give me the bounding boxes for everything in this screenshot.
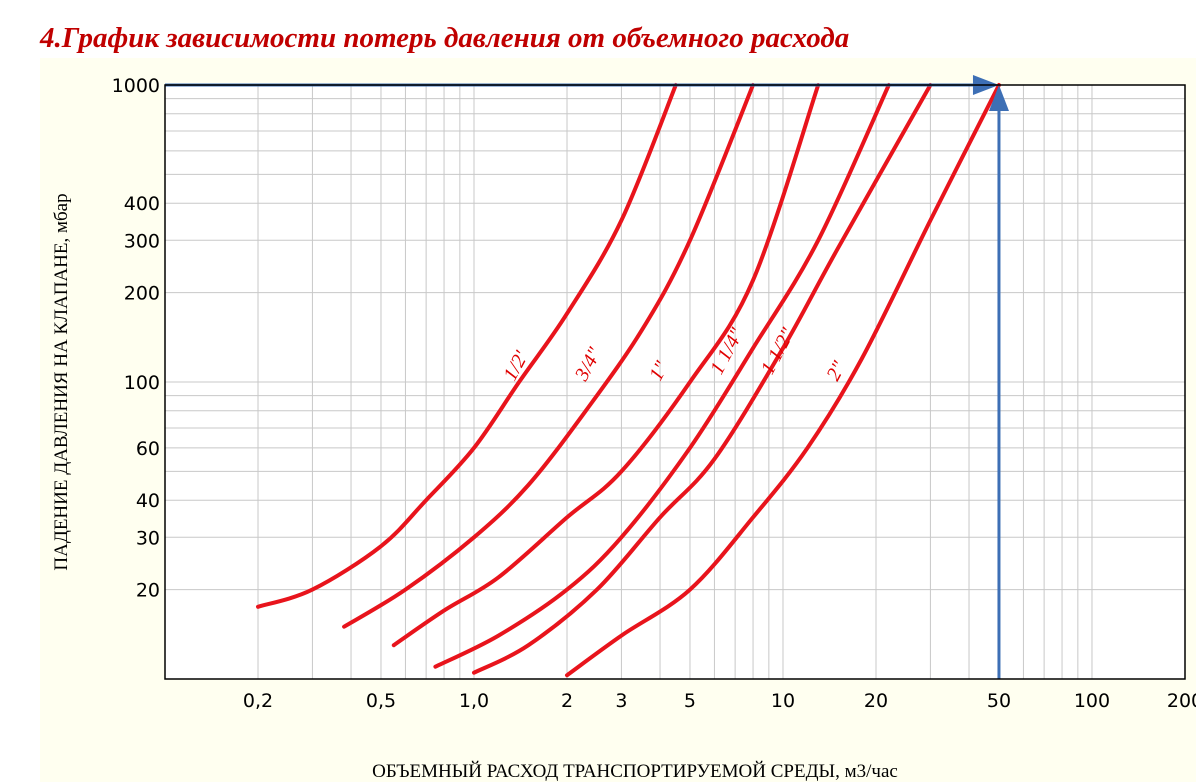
x-tick-label: 5 [684,690,696,712]
y-tick-label: 100 [124,372,160,394]
series-line [342,83,755,629]
x-tick-label: 2 [561,690,573,712]
plot-frame [164,84,1186,680]
y-tick-label: 300 [124,230,160,252]
y-tick-label: 400 [124,193,160,215]
y-tick-label: 40 [136,490,160,512]
x-tick-label: 0,2 [243,690,273,712]
series-line [472,83,933,675]
series-line [433,83,891,669]
chart-title: 4.График зависимости потерь давления от … [40,22,850,54]
x-tick-label: 1,0 [459,690,489,712]
y-tick-label: 60 [136,438,160,460]
y-axis-label: ПАДЕНИЕ ДАВЛЕНИЯ НА КЛАПАНЕ, мбар [51,193,72,570]
x-tick-label: 50 [987,690,1011,712]
y-tick-label: 200 [124,283,160,305]
guide-arrow-head [988,85,1009,111]
y-tick-label: 1000 [112,75,160,97]
chart-panel: 1/2' 3/4" 1" 1 1/4" 1 1/2" 2" 0,2 0,5 1,0 2 3 5 10 2… [40,58,1196,782]
x-tick-label: 0,5 [366,690,396,712]
series-line [256,83,678,609]
x-tick-label: 3 [615,690,627,712]
curves [256,83,1001,678]
pressure-flow-chart: 1/2' 3/4" 1" 1 1/4" 1 1/2" 2" 0,2 0,5 1,0 2 3 5 10 2… [51,75,1196,782]
grid-lines [165,85,1185,679]
tick-labels: 0,2 0,5 1,0 2 3 5 10 20 50 100 200 20 30 40 60 100 200 30… [112,75,1196,712]
x-tick-label: 200 [1167,690,1196,712]
x-tick-label: 20 [864,690,888,712]
y-tick-label: 20 [136,580,160,602]
x-axis-label: ОБЪЕМНЫЙ РАСХОД ТРАНСПОРТИРУЕМОЙ СРЕДЫ, … [372,761,898,782]
series-line [565,83,1001,678]
series-line [391,83,821,648]
y-tick-label: 30 [136,527,160,549]
x-tick-label: 10 [771,690,795,712]
x-tick-label: 100 [1074,690,1110,712]
